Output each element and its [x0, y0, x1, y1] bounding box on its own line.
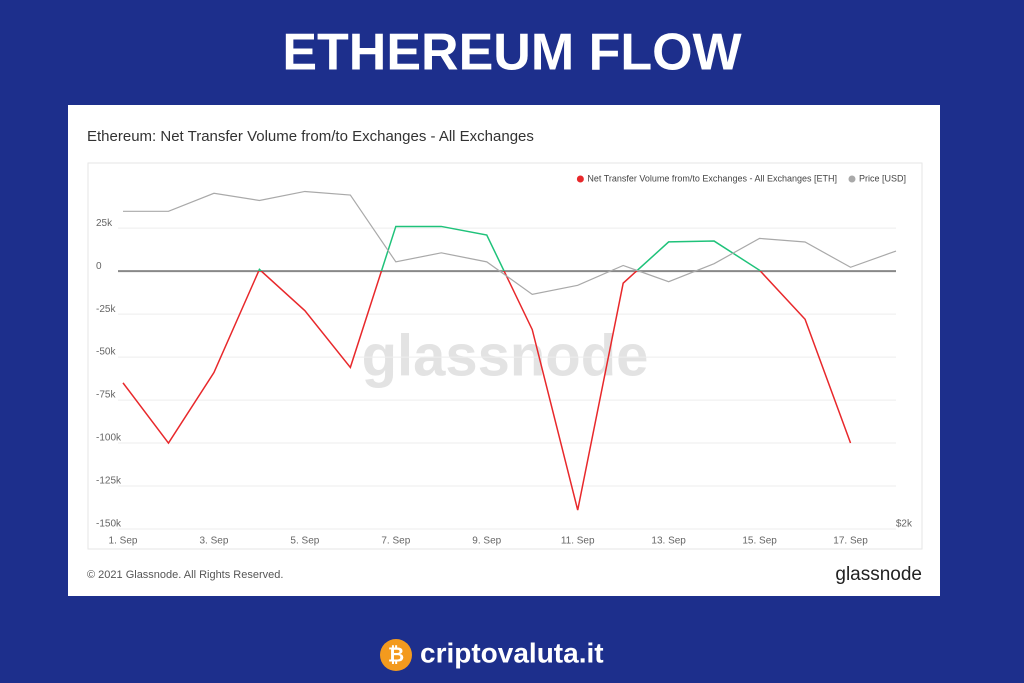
legend-label: Price [USD] — [859, 173, 906, 183]
y-tick-label: -125k — [96, 476, 122, 487]
legend-label: Net Transfer Volume from/to Exchanges - … — [587, 173, 837, 183]
x-tick-label: 7. Sep — [381, 536, 410, 547]
x-tick-label: 5. Sep — [290, 536, 319, 547]
series-line — [122, 225, 852, 511]
legend-marker — [848, 175, 856, 183]
x-tick-label: 9. Sep — [472, 536, 501, 547]
brand-icon — [380, 639, 412, 671]
x-tick-label: 17. Sep — [833, 536, 868, 547]
plot-frame — [87, 162, 923, 550]
copyright: © 2021 Glassnode. All Rights Reserved. — [87, 569, 283, 581]
x-tick-label: 1. Sep — [109, 536, 138, 547]
y-tick-label: -100k — [96, 433, 122, 444]
y-tick-label: -50k — [96, 347, 116, 358]
y-tick-label: -75k — [96, 390, 116, 401]
header: ETHEREUM FLOW — [282, 24, 742, 82]
footer-logo: glassnode — [835, 564, 922, 585]
brand-icon-glyph: ₿ — [388, 644, 404, 666]
y-tick-label: -150k — [96, 519, 122, 530]
y-tick-label: 0 — [96, 261, 102, 272]
chart-title: Ethereum: Net Transfer Volume from/to Ex… — [87, 128, 534, 145]
x-tick-label: 3. Sep — [199, 536, 228, 547]
plot: -150k -125k -100k -75k -50k -25k 0 25k $2k 1. Sep… — [96, 173, 913, 546]
x-tick-label: 15. Sep — [742, 536, 777, 547]
x-tick-label: 11. Sep — [561, 536, 595, 547]
watermark: glassnode — [362, 323, 649, 388]
brand: criptovaluta.it — [420, 637, 604, 668]
card — [68, 105, 940, 596]
y2-tick-label: $2k — [896, 519, 913, 530]
y-tick-label: 25k — [96, 218, 113, 229]
x-tick-label: 13. Sep — [651, 536, 686, 547]
y-tick-label: -25k — [96, 304, 116, 315]
legend-marker — [576, 175, 584, 183]
series-line — [123, 190, 897, 295]
